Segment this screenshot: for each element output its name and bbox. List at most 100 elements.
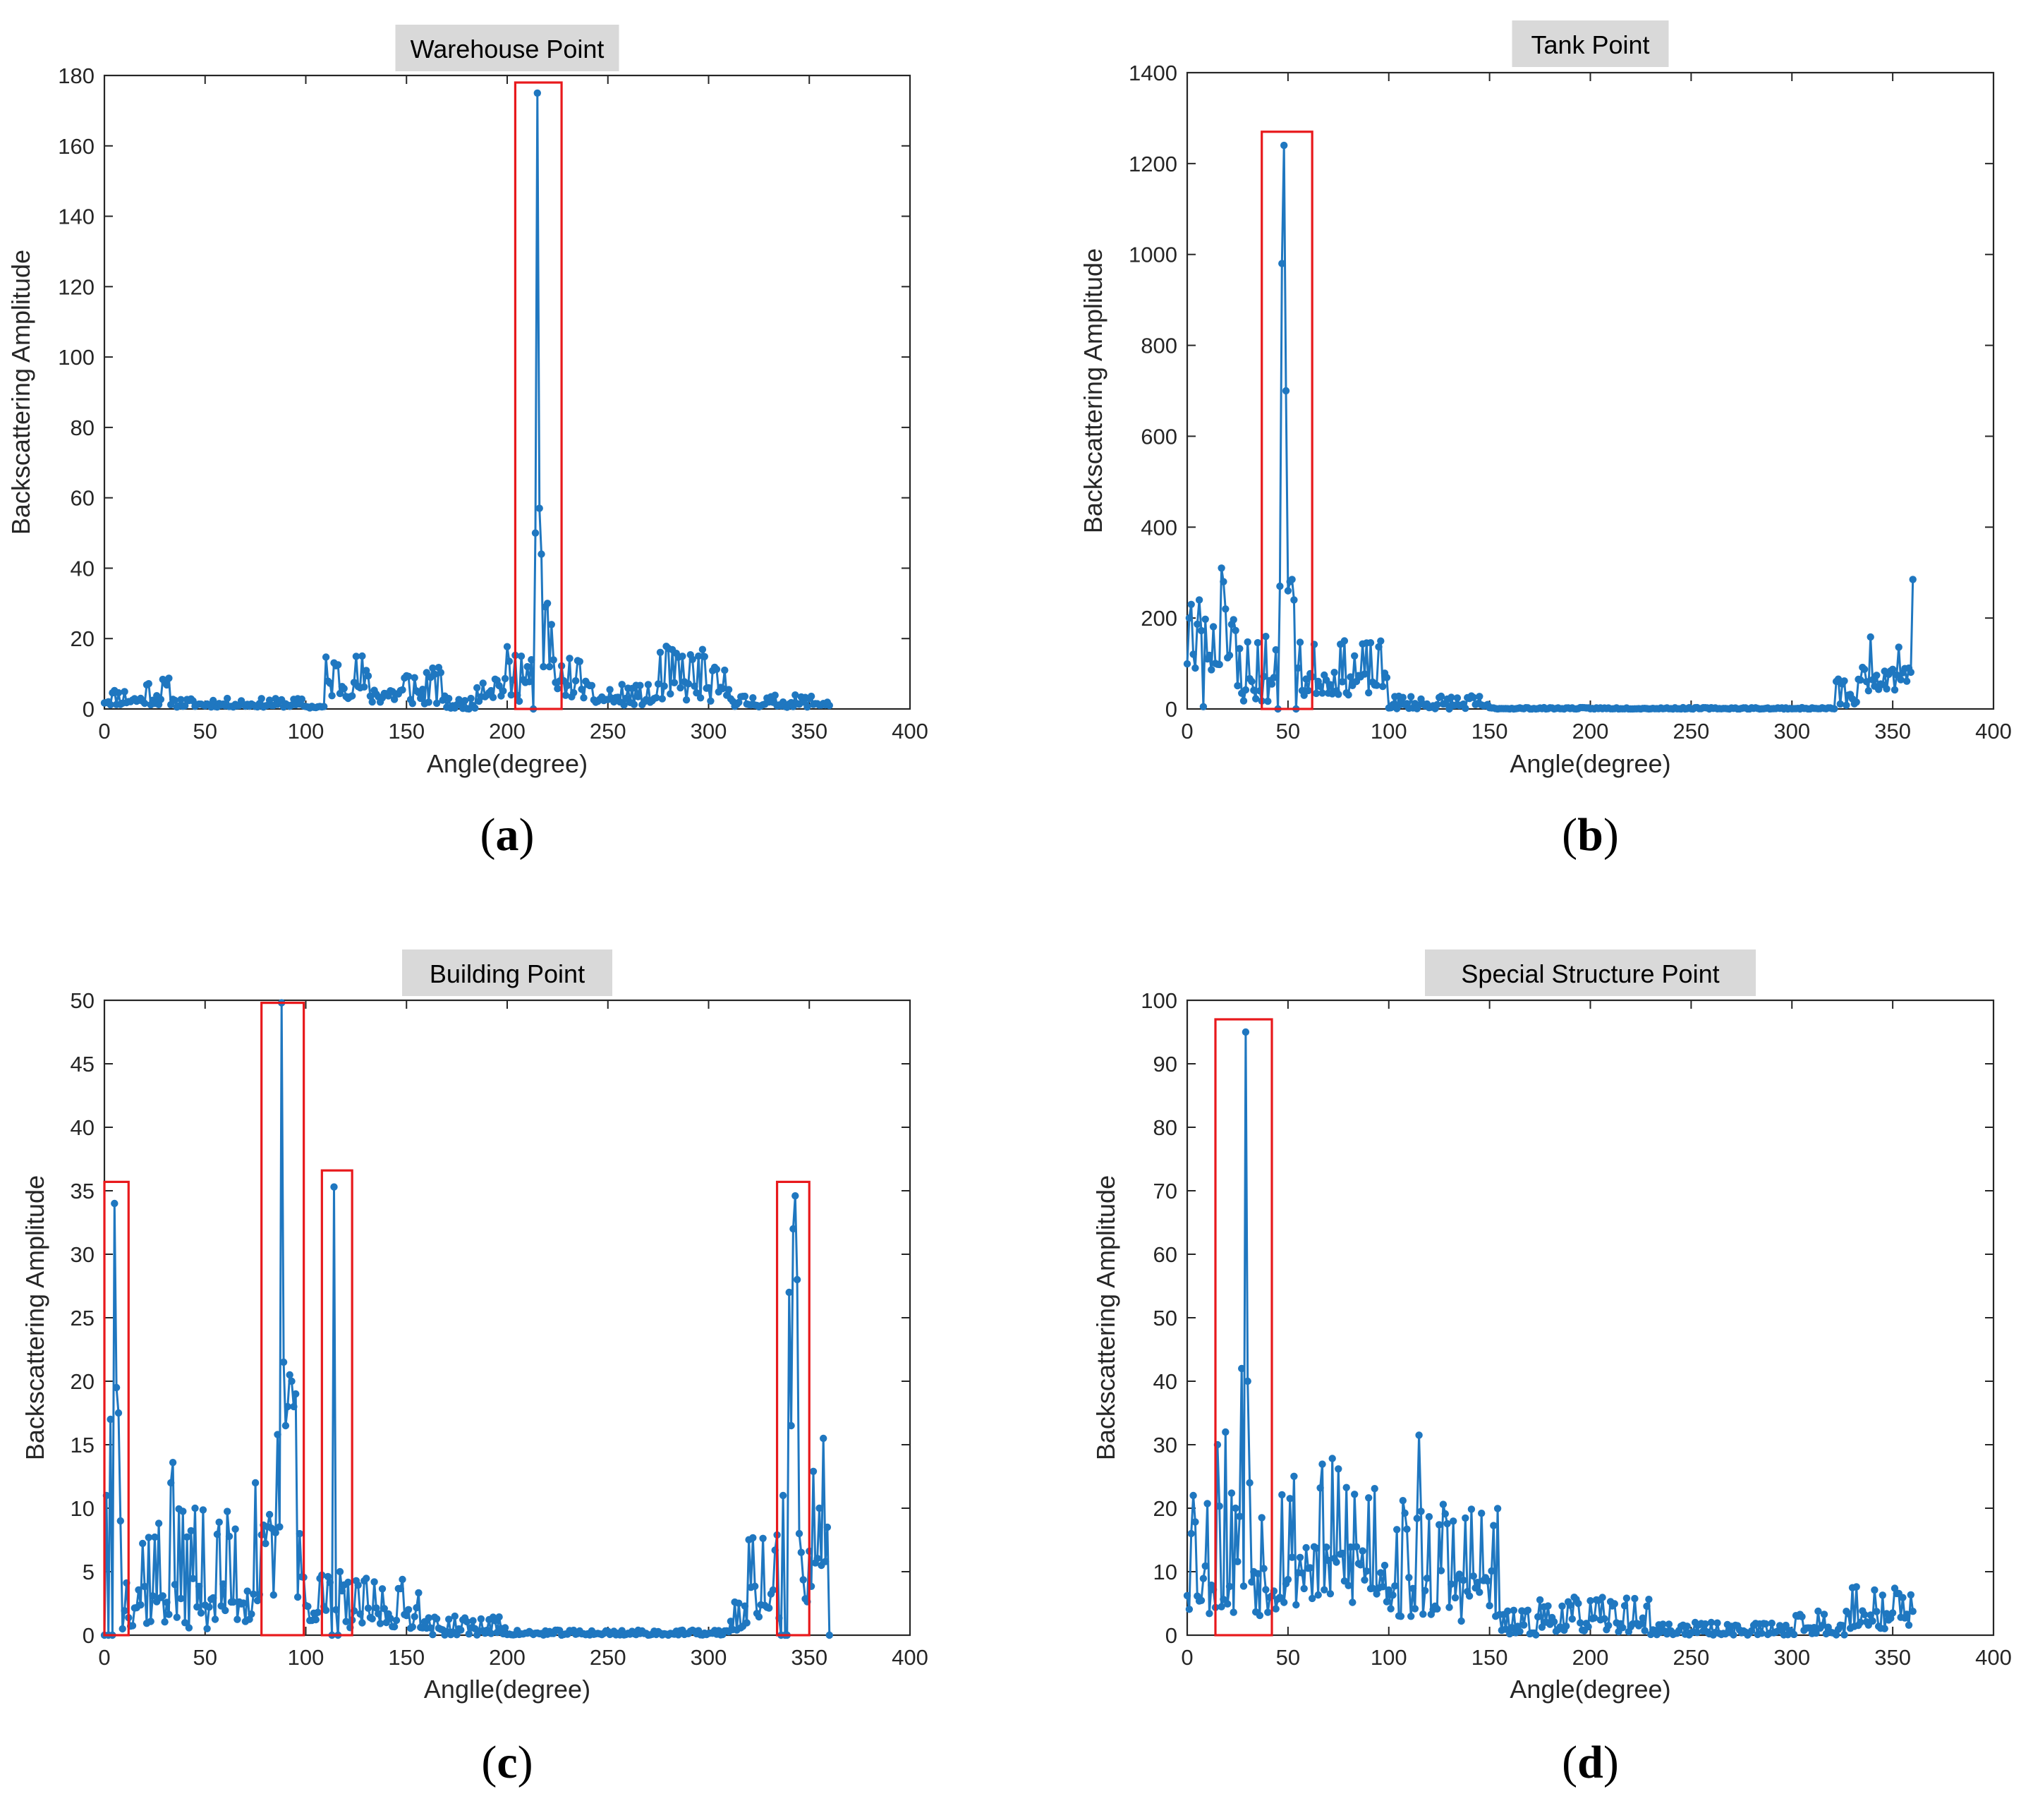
- data-point: [191, 1504, 199, 1512]
- data-point: [618, 681, 626, 688]
- data-point: [1659, 1620, 1667, 1628]
- data-point: [320, 703, 328, 710]
- data-point: [1852, 698, 1860, 706]
- data-point: [1369, 1584, 1377, 1592]
- data-point: [749, 694, 757, 702]
- y-tick-label: 10: [1153, 1560, 1177, 1584]
- data-point: [163, 681, 171, 689]
- data-point: [432, 1615, 441, 1622]
- data-point: [684, 680, 693, 688]
- data-point: [1433, 1605, 1441, 1613]
- data-point: [248, 1610, 255, 1618]
- x-tick-label: 0: [1181, 1645, 1193, 1670]
- data-point: [1333, 1558, 1340, 1566]
- data-point: [1451, 1594, 1459, 1602]
- data-point: [145, 1534, 152, 1541]
- data-point: [135, 1586, 142, 1594]
- data-point: [1840, 677, 1848, 685]
- data-point: [1577, 1619, 1584, 1627]
- data-point: [735, 1599, 743, 1607]
- data-point: [119, 1625, 126, 1633]
- data-point: [312, 1615, 320, 1624]
- data-point: [741, 692, 749, 700]
- data-point: [1883, 685, 1891, 693]
- data-point: [210, 1594, 217, 1602]
- panel-special-structure-point: 0 50 100 150 200 250 300 350 400 0 10 20 30 40 50 60 70 8…: [1091, 950, 2012, 1788]
- x-tick-label: 350: [1874, 1645, 1911, 1670]
- data-point: [1189, 1491, 1197, 1500]
- data-point: [1294, 664, 1302, 672]
- data-point: [211, 1615, 219, 1623]
- y-tick-label: 60: [1153, 1242, 1177, 1267]
- data-point: [1907, 668, 1914, 677]
- data-point: [1377, 1569, 1385, 1577]
- data-point: [1852, 1583, 1860, 1591]
- data-point: [1453, 694, 1462, 702]
- data-point: [1254, 638, 1262, 647]
- data-point: [719, 684, 727, 693]
- data-point: [1227, 1489, 1236, 1497]
- data-point: [1843, 701, 1850, 709]
- y-tick-label: 600: [1141, 424, 1177, 449]
- y-tick-label: 45: [71, 1052, 95, 1076]
- data-point: [679, 653, 686, 660]
- data-point: [1191, 664, 1199, 672]
- data-point: [1359, 1547, 1366, 1555]
- data-point: [1421, 1587, 1429, 1594]
- data-point: [1462, 704, 1469, 712]
- x-tick-label: 100: [288, 1645, 324, 1670]
- data-point: [1183, 1591, 1191, 1600]
- data-point: [1250, 686, 1258, 694]
- data-point: [1441, 1510, 1449, 1518]
- data-point: [112, 1383, 121, 1392]
- y-tick-label: 30: [1153, 1433, 1177, 1457]
- data-point: [531, 529, 540, 537]
- data-point: [1375, 643, 1383, 651]
- data-point: [1905, 1621, 1913, 1629]
- data-point: [187, 1527, 195, 1535]
- data-point: [1379, 1583, 1387, 1591]
- data-point: [1239, 1582, 1248, 1590]
- data-point: [1187, 600, 1195, 608]
- x-tick-label: 50: [193, 719, 217, 744]
- data-point: [759, 1534, 767, 1542]
- data-point: [197, 1609, 205, 1617]
- data-point: [404, 1606, 413, 1613]
- data-point: [286, 1371, 293, 1379]
- data-point: [1312, 689, 1321, 698]
- data-point: [1584, 1622, 1592, 1631]
- x-tick-label: 150: [388, 719, 425, 744]
- x-tick-label: 150: [1471, 719, 1508, 744]
- data-point: [505, 657, 514, 665]
- data-point: [653, 693, 660, 702]
- data-point: [284, 1402, 291, 1411]
- data-point: [682, 696, 691, 704]
- data-point: [1318, 1460, 1326, 1468]
- data-point: [1300, 691, 1308, 699]
- highlight-box: [320, 1169, 353, 1637]
- data-point: [644, 681, 653, 688]
- data-point: [807, 692, 815, 700]
- data-point: [698, 645, 707, 653]
- data-point: [791, 1192, 799, 1200]
- data-point: [1834, 675, 1843, 683]
- data-point: [1335, 691, 1342, 698]
- data-point: [1520, 1621, 1528, 1629]
- data-point: [735, 698, 743, 706]
- data-point: [789, 1225, 797, 1233]
- data-point: [368, 698, 376, 706]
- data-point: [114, 688, 123, 697]
- subfigure-label: (c): [481, 1737, 533, 1788]
- data-point: [451, 1612, 459, 1620]
- series-markers: [1183, 141, 1917, 713]
- data-point: [1413, 1515, 1421, 1522]
- y-tick-label: 800: [1141, 334, 1177, 358]
- data-point: [243, 1587, 251, 1595]
- y-tick-label: 50: [1153, 1306, 1177, 1330]
- x-axis-label: Angle(degree): [1510, 749, 1670, 778]
- data-point: [1201, 615, 1209, 623]
- highlight-box: [1214, 1018, 1273, 1637]
- data-point: [1345, 691, 1352, 699]
- data-point: [314, 1608, 322, 1616]
- data-point: [1189, 650, 1197, 658]
